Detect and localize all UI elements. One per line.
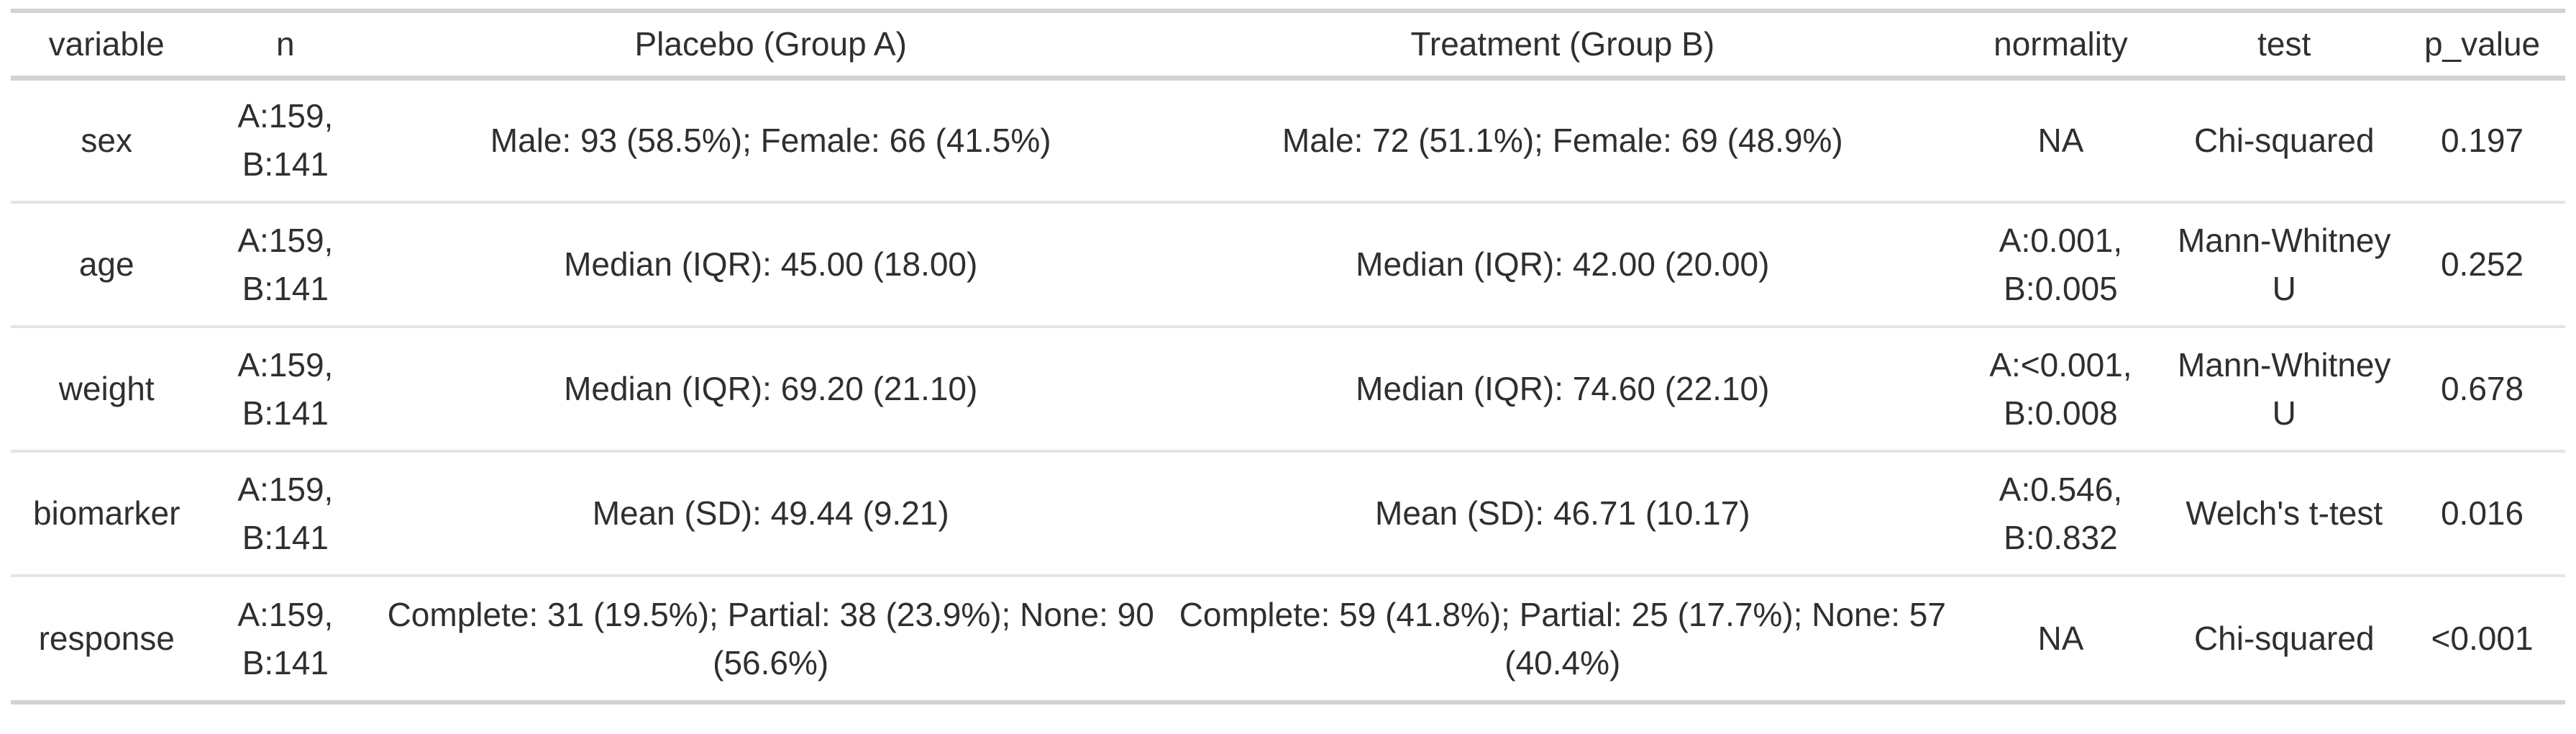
cell-age-placebo: Median (IQR): 45.00 (18.00): [564, 245, 978, 283]
col-header-treatment: Treatment (Group B): [1410, 24, 1715, 63]
cell-response-test: Chi-squared: [2193, 620, 2375, 657]
header-row: variable n Placebo (Group A) Treatment (…: [11, 11, 2565, 78]
cell-response-treatment: Complete: 59 (41.8%); Partial: 25 (17.7%…: [1179, 595, 1946, 681]
cell-weight-test: Mann-Whitney U: [2177, 345, 2391, 432]
table-row-response: response A:159, B:141 Complete: 31 (19.5…: [11, 576, 2565, 702]
cell-biomarker-n: A:159, B:141: [237, 470, 334, 556]
cell-response-placebo: Complete: 31 (19.5%); Partial: 38 (23.9%…: [387, 595, 1154, 681]
cell-sex-placebo: Male: 93 (58.5%); Female: 66 (41.5%): [490, 121, 1051, 159]
cell-weight-p-value: 0.678: [2440, 370, 2524, 407]
cell-biomarker-variable: biomarker: [32, 494, 181, 532]
table-row-sex: sex A:159, B:141 Male: 93 (58.5%); Femal…: [11, 78, 2565, 202]
cell-age-variable: age: [78, 245, 134, 283]
col-header-normality: normality: [1993, 24, 2128, 63]
cell-age-n: A:159, B:141: [237, 221, 334, 307]
col-header-placebo: Placebo (Group A): [634, 24, 907, 63]
col-header-test: test: [2257, 24, 2311, 63]
cell-age-normality: A:0.001, B:0.005: [1999, 221, 2123, 307]
cell-sex-test: Chi-squared: [2193, 121, 2375, 159]
cell-biomarker-treatment: Mean (SD): 46.71 (10.17): [1375, 494, 1750, 532]
cell-weight-n: A:159, B:141: [237, 345, 334, 432]
cell-weight-placebo: Median (IQR): 69.20 (21.10): [564, 370, 978, 407]
cell-age-p-value: 0.252: [2440, 245, 2524, 283]
cell-age-test: Mann-Whitney U: [2177, 221, 2391, 307]
cell-weight-normality: A:<0.001, B:0.008: [1989, 345, 2132, 432]
cell-age-treatment: Median (IQR): 42.00 (20.00): [1356, 245, 1770, 283]
cell-sex-p-value: 0.197: [2440, 121, 2524, 159]
table-row-biomarker: biomarker A:159, B:141 Mean (SD): 49.44 …: [11, 451, 2565, 576]
cell-weight-treatment: Median (IQR): 74.60 (22.10): [1356, 370, 1770, 407]
cell-biomarker-normality: A:0.546, B:0.832: [1999, 470, 2123, 556]
table-row-age: age A:159, B:141 Median (IQR): 45.00 (18…: [11, 202, 2565, 327]
cell-response-variable: response: [38, 620, 175, 657]
cell-sex-n: A:159, B:141: [237, 97, 334, 184]
cell-response-n: A:159, B:141: [237, 595, 334, 681]
col-header-variable: variable: [48, 24, 165, 63]
cell-sex-treatment: Male: 72 (51.1%); Female: 69 (48.9%): [1282, 121, 1843, 159]
cell-response-p-value: <0.001: [2431, 620, 2534, 657]
cell-weight-variable: weight: [58, 370, 155, 407]
cell-biomarker-test: Welch's t-test: [2186, 494, 2383, 532]
summary-table: variable n Placebo (Group A) Treatment (…: [11, 9, 2565, 704]
col-header-n: n: [276, 24, 295, 63]
cell-sex-variable: sex: [81, 121, 132, 159]
table-row-weight: weight A:159, B:141 Median (IQR): 69.20 …: [11, 327, 2565, 451]
cell-biomarker-placebo: Mean (SD): 49.44 (9.21): [592, 494, 949, 532]
col-header-p-value: p_value: [2424, 24, 2541, 63]
cell-response-normality: NA: [2037, 620, 2084, 657]
statistical-summary-table: variable n Placebo (Group A) Treatment (…: [11, 9, 2565, 704]
cell-biomarker-p-value: 0.016: [2440, 494, 2524, 532]
cell-sex-normality: NA: [2037, 121, 2084, 159]
